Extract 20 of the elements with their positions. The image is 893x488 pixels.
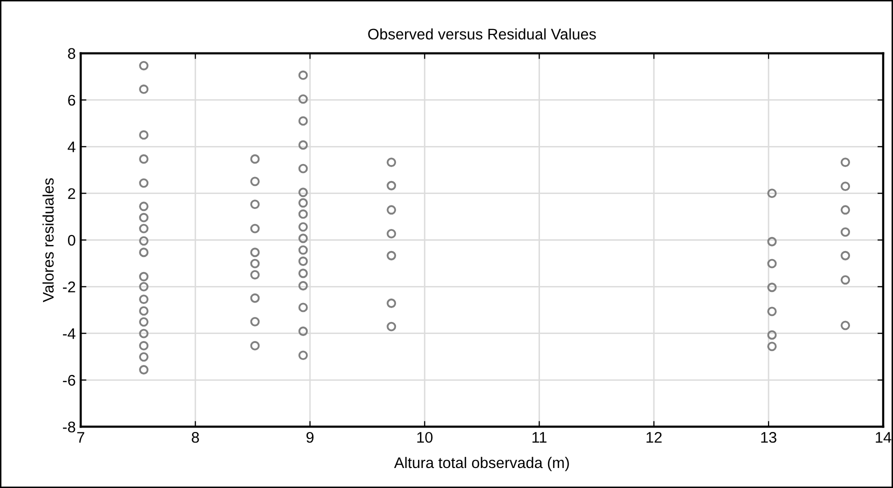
y-tick-label: -6 bbox=[62, 374, 76, 386]
x-tick-label: 10 bbox=[417, 432, 433, 443]
y-tick-label: -8 bbox=[62, 422, 76, 432]
y-tick-label: 0 bbox=[68, 234, 76, 246]
chart-title: Observed versus Residual Values bbox=[368, 28, 596, 40]
x-tick-label: 7 bbox=[77, 432, 84, 443]
y-tick-label: -4 bbox=[62, 328, 76, 339]
x-tick-label: 11 bbox=[532, 432, 546, 443]
x-tick-label: 12 bbox=[646, 432, 662, 443]
x-tick-label: 9 bbox=[306, 432, 314, 443]
x-axis-title: Altura total observada (m) bbox=[394, 456, 569, 472]
y-tick-label: -2 bbox=[62, 282, 76, 292]
y-axis-title: Valores residuales bbox=[42, 178, 54, 302]
y-tick-label: 2 bbox=[68, 188, 76, 199]
x-tick-label: 13 bbox=[761, 432, 776, 443]
y-tick-label: 8 bbox=[68, 48, 76, 59]
x-tick-label: 8 bbox=[192, 432, 199, 443]
x-tick-label: 14 bbox=[876, 432, 892, 443]
y-tick-label: 4 bbox=[68, 142, 76, 152]
y-tick-label: 6 bbox=[68, 94, 76, 106]
